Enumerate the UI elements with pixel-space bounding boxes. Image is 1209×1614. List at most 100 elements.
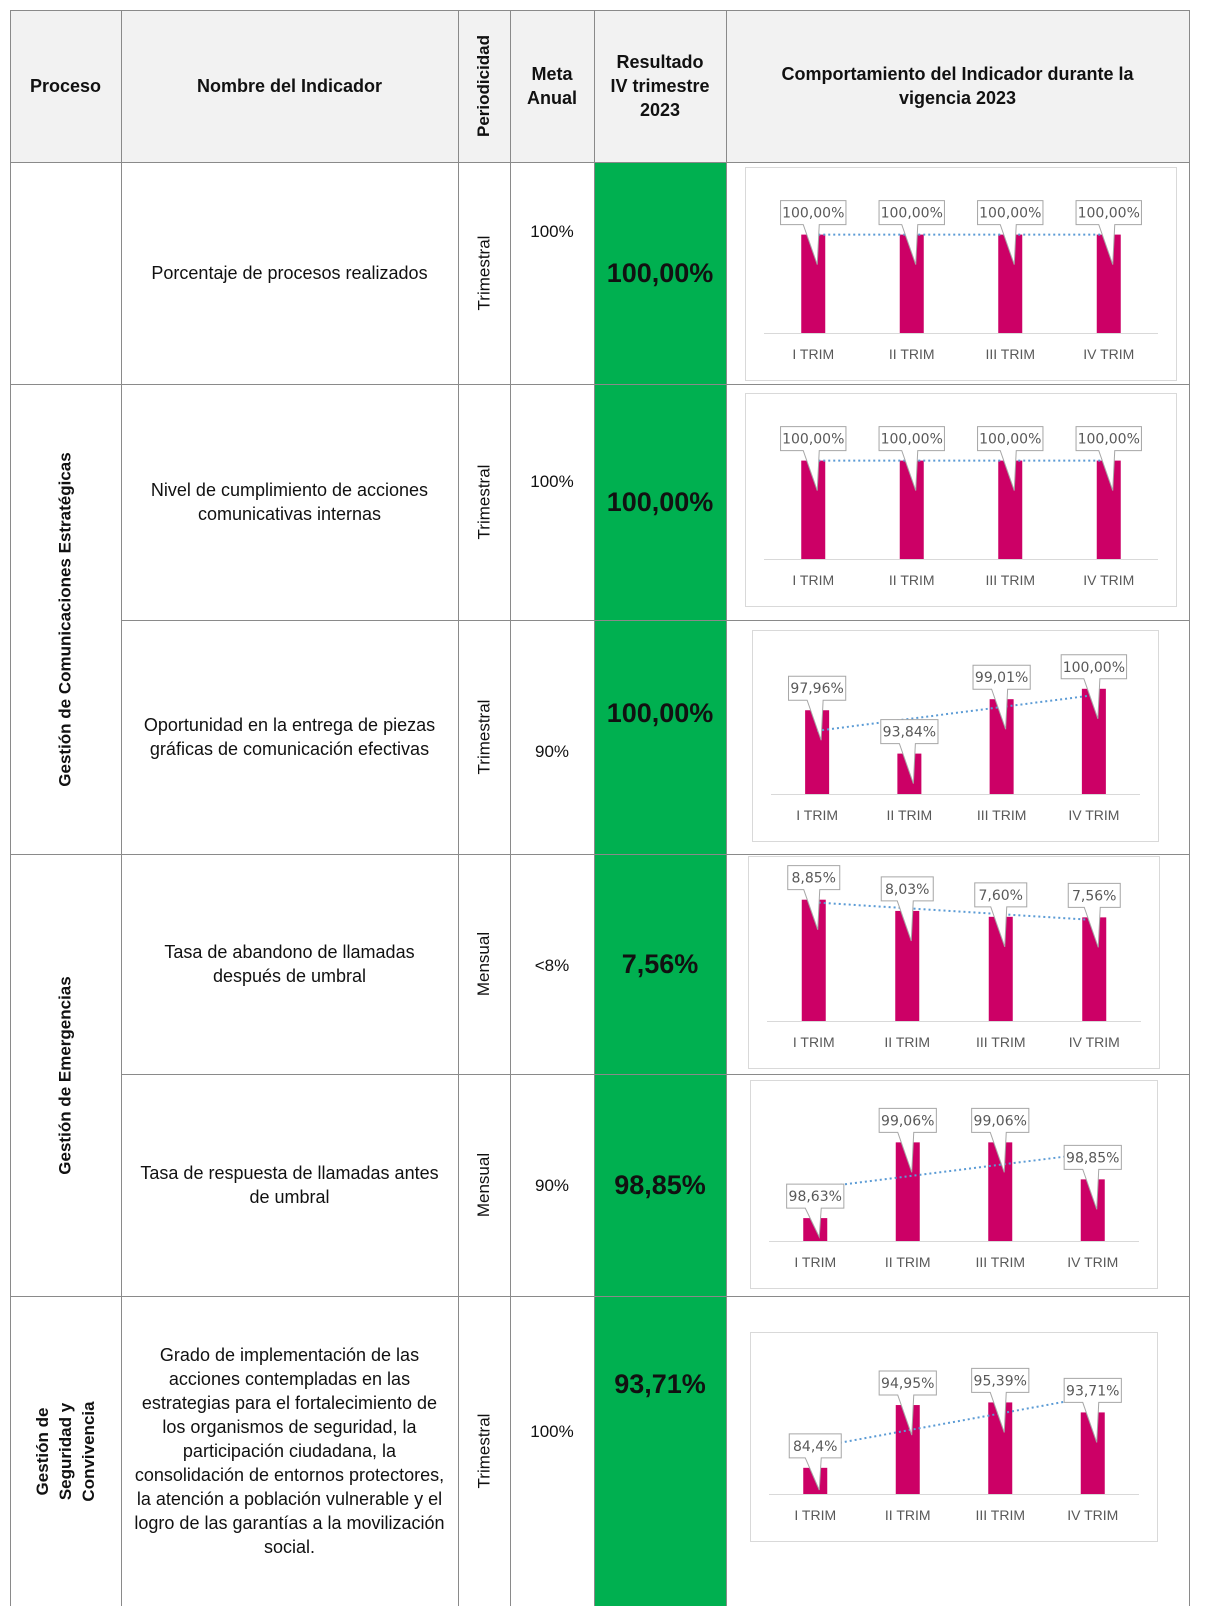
chart-panel: 84,4% 94,95% 95,39% 93,71% I TRIM II TRIM III … bbox=[750, 1332, 1158, 1542]
table-border bbox=[10, 162, 1190, 163]
header-nombre: Nombre del Indicador bbox=[121, 10, 458, 162]
chart-category-label: I TRIM bbox=[796, 807, 838, 823]
chart-callout bbox=[788, 1433, 842, 1491]
chart-data-label: 94,95% bbox=[881, 1376, 934, 1392]
chart-category-label: IV TRIM bbox=[1068, 807, 1119, 823]
chart-data-label: 98,85% bbox=[1066, 1150, 1119, 1166]
chart-data-label: 99,06% bbox=[881, 1113, 934, 1129]
chart-callout bbox=[1063, 1144, 1122, 1210]
result-value: 98,85% bbox=[594, 1075, 726, 1296]
table-border bbox=[10, 1296, 1190, 1297]
chart-category-label: I TRIM bbox=[793, 1034, 835, 1050]
periodicity: Trimestral bbox=[474, 464, 493, 540]
chart-data-label: 95,39% bbox=[974, 1373, 1027, 1389]
chart-svg: 98,63% 99,06% 99,06% 98,85% I TRIM II TRIM III… bbox=[769, 1107, 1139, 1270]
header-resultado: Resultado IV trimestre 2023 bbox=[594, 10, 726, 162]
indicator-name: Tasa de respuesta de llamadas antes de u… bbox=[140, 1163, 439, 1207]
table-border bbox=[121, 1074, 1190, 1075]
chart-callout bbox=[971, 1107, 1030, 1173]
chart-callout bbox=[878, 1107, 937, 1173]
chart-category-label: III TRIM bbox=[975, 1507, 1025, 1523]
chart-trendline bbox=[816, 694, 1095, 732]
chart-category-label: I TRIM bbox=[792, 572, 834, 588]
chart-callout bbox=[878, 426, 945, 491]
chart-data-label: 100,00% bbox=[1078, 432, 1140, 448]
chart-callout bbox=[880, 876, 934, 942]
chart-data-label: 8,03% bbox=[885, 882, 929, 898]
chart-data-label: 100,00% bbox=[782, 206, 844, 222]
indicator-name: Porcentaje de procesos realizados bbox=[151, 263, 428, 283]
process-seguridad: Gestión de Seguridad y Convivencia bbox=[33, 1400, 98, 1502]
chart-category-label: III TRIM bbox=[977, 807, 1027, 823]
chart-category-label: II TRIM bbox=[885, 1254, 931, 1270]
chart-panel: 100,00% 100,00% 100,00% 100,00% I TRIM II TRI… bbox=[745, 167, 1177, 381]
chart-callout bbox=[1075, 200, 1142, 265]
periodicity: Trimestral bbox=[474, 699, 493, 775]
header-periodicidad: Periodicidad bbox=[458, 10, 510, 162]
chart-category-label: III TRIM bbox=[985, 346, 1035, 362]
meta-value: 90% bbox=[534, 1176, 570, 1195]
chart-callout bbox=[1063, 1377, 1122, 1443]
table-border bbox=[726, 10, 727, 1606]
chart-category-label: IV TRIM bbox=[1067, 1507, 1118, 1523]
meta-value: 90% bbox=[534, 742, 570, 761]
chart-data-label: 7,60% bbox=[979, 888, 1023, 904]
chart-category-label: III TRIM bbox=[985, 572, 1035, 588]
chart-data-label: 100,00% bbox=[979, 206, 1041, 222]
table-border bbox=[121, 620, 1190, 621]
chart-category-label: I TRIM bbox=[792, 346, 834, 362]
table-border bbox=[10, 384, 1190, 385]
table-border bbox=[458, 10, 459, 1606]
process-cell-empty bbox=[10, 162, 121, 384]
periodicity: Trimestral bbox=[474, 235, 493, 311]
chart-callout bbox=[880, 719, 939, 784]
table-border bbox=[1189, 10, 1190, 1606]
meta-value: 100% bbox=[530, 1422, 574, 1441]
chart-svg: 84,4% 94,95% 95,39% 93,71% I TRIM II TRIM III … bbox=[769, 1367, 1139, 1523]
indicator-name: Oportunidad en la entrega de piezas gráf… bbox=[143, 715, 436, 759]
chart-data-label: 97,96% bbox=[790, 681, 843, 697]
chart-panel: 100,00% 100,00% 100,00% 100,00% I TRIM II TRI… bbox=[745, 393, 1177, 607]
chart-data-label: 99,01% bbox=[975, 670, 1028, 686]
chart-category-label: IV TRIM bbox=[1083, 346, 1134, 362]
meta-value: 100% bbox=[530, 472, 574, 491]
chart-category-label: IV TRIM bbox=[1069, 1034, 1120, 1050]
chart-panel: 98,63% 99,06% 99,06% 98,85% I TRIM II TRIM III… bbox=[750, 1080, 1158, 1289]
chart-callout bbox=[788, 675, 847, 741]
result-value: 93,71% bbox=[594, 1297, 726, 1606]
chart-data-label: 100,00% bbox=[1063, 660, 1125, 676]
chart-callout bbox=[971, 1367, 1030, 1433]
chart-data-label: 7,56% bbox=[1072, 888, 1116, 904]
result-value: 100,00% bbox=[594, 163, 726, 384]
chart-trendline bbox=[815, 1395, 1093, 1449]
chart-data-label: 100,00% bbox=[979, 432, 1041, 448]
chart-category-label: II TRIM bbox=[889, 572, 935, 588]
chart-category-label: III TRIM bbox=[975, 1254, 1025, 1270]
table-border bbox=[121, 10, 122, 1606]
result-value: 100,00% bbox=[594, 385, 726, 620]
table-border bbox=[10, 10, 1190, 11]
chart-data-label: 93,71% bbox=[1066, 1383, 1119, 1399]
chart-category-label: IV TRIM bbox=[1083, 572, 1134, 588]
chart-data-label: 100,00% bbox=[881, 432, 943, 448]
chart-callout bbox=[1075, 426, 1142, 491]
result-value: 100,00% bbox=[594, 621, 726, 854]
chart-category-label: II TRIM bbox=[884, 1034, 930, 1050]
chart-category-label: II TRIM bbox=[885, 1507, 931, 1523]
chart-callout bbox=[977, 426, 1044, 491]
chart-svg: 100,00% 100,00% 100,00% 100,00% I TRIM II TRI… bbox=[764, 426, 1158, 588]
chart-category-label: I TRIM bbox=[794, 1254, 836, 1270]
chart-data-label: 99,06% bbox=[974, 1113, 1027, 1129]
chart-category-label: IV TRIM bbox=[1067, 1254, 1118, 1270]
chart-bar bbox=[801, 899, 826, 1021]
chart-callout bbox=[1060, 654, 1128, 719]
chart-panel: 97,96% 93,84% 99,01% 100,00% I TRIM II TRIM II… bbox=[752, 630, 1159, 842]
header-meta: Meta Anual bbox=[510, 10, 594, 162]
process-comunicaciones: Gestión de Comunicaciones Estratégicas bbox=[56, 451, 76, 787]
table-border bbox=[594, 10, 595, 1606]
chart-callout bbox=[878, 1370, 937, 1436]
chart-callout bbox=[977, 200, 1044, 265]
chart-category-label: II TRIM bbox=[887, 807, 933, 823]
chart-trendline bbox=[813, 901, 1095, 922]
chart-data-label: 100,00% bbox=[1078, 206, 1140, 222]
